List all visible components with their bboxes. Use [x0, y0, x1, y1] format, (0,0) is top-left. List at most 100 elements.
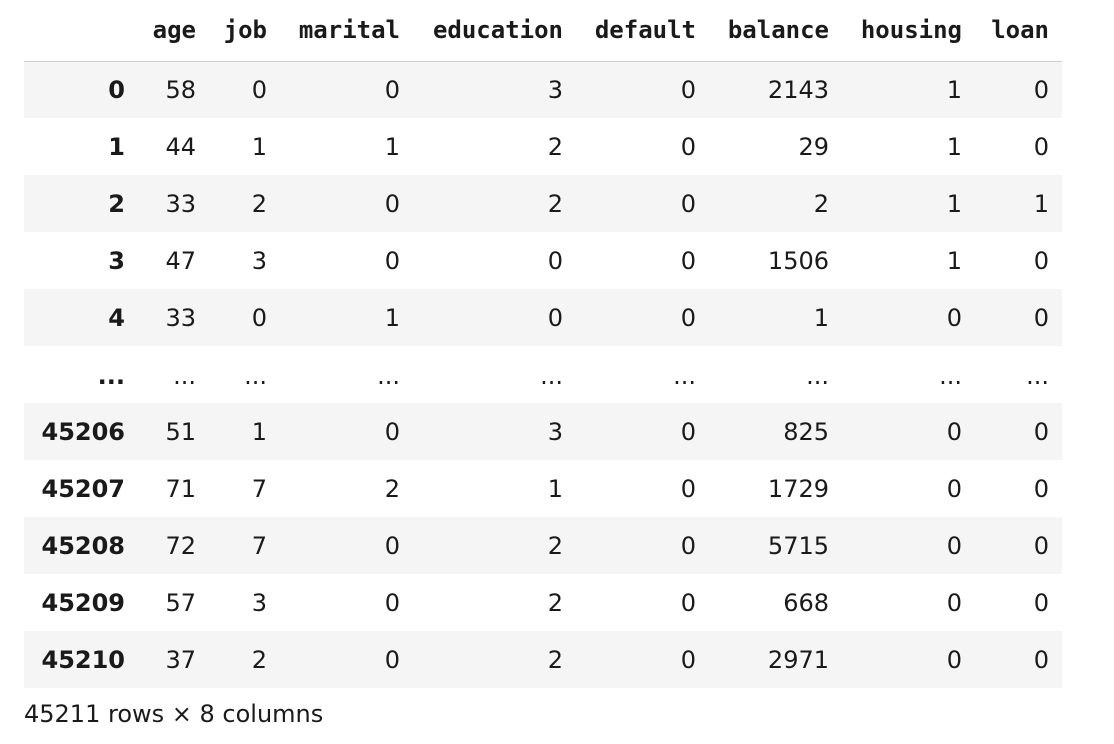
table-cell: 0 — [384, 645, 400, 674]
table-cell: 0 — [946, 588, 962, 617]
table-cell: 0 — [384, 417, 400, 446]
table-cell: 0 — [1033, 531, 1049, 560]
table-cell: 0 — [384, 531, 400, 560]
table-cell: 51 — [165, 417, 196, 446]
table-cell: 0 — [680, 588, 696, 617]
table-cell: 3 — [547, 417, 563, 446]
ellipsis-row: ........................... — [24, 346, 1062, 403]
column-header: loan — [975, 0, 1062, 62]
table-cell: 0 — [680, 645, 696, 674]
shape-summary: 45211 rows × 8 columns — [24, 700, 324, 728]
table-cell: 1729 — [767, 474, 829, 503]
table-cell: 2 — [547, 189, 563, 218]
table-cell: 7 — [251, 531, 267, 560]
table-cell: 0 — [680, 189, 696, 218]
table-cell: 0 — [251, 303, 267, 332]
table-row: 3 47 3 0 0 0 1506 1 0 — [24, 232, 1062, 289]
table-cell: ... — [806, 362, 829, 390]
table-cell: 0 — [1033, 474, 1049, 503]
table-cell: 44 — [165, 132, 196, 161]
row-index: 45206 — [41, 417, 126, 446]
table-cell: 58 — [165, 75, 196, 104]
table-row: 45209 57 3 0 2 0 668 0 0 — [24, 574, 1062, 631]
table-cell: 0 — [547, 303, 563, 332]
table-cell: 2 — [547, 645, 563, 674]
table-cell: 71 — [165, 474, 196, 503]
table-cell: 0 — [946, 645, 962, 674]
table-cell: 668 — [783, 588, 829, 617]
table-cell: 1 — [251, 132, 267, 161]
table-cell: 0 — [680, 303, 696, 332]
table-cell: 0 — [384, 588, 400, 617]
table-cell: 1 — [384, 303, 400, 332]
table-row: 4 33 0 1 0 0 1 0 0 — [24, 289, 1062, 346]
table-cell: ... — [540, 362, 563, 390]
table-cell: 2 — [251, 189, 267, 218]
row-index: 45209 — [41, 588, 126, 617]
column-header: default — [576, 0, 709, 62]
table-cell: 3 — [251, 246, 267, 275]
table-cell: 3 — [547, 75, 563, 104]
table-cell: ... — [939, 362, 962, 390]
table-cell: 2 — [547, 588, 563, 617]
table-cell: 0 — [946, 474, 962, 503]
table-cell: 1 — [946, 189, 962, 218]
row-index: 4 — [108, 303, 125, 332]
header-row: age job marital education default balanc… — [24, 0, 1062, 62]
table-cell: 1506 — [767, 246, 829, 275]
table-cell: ... — [1026, 362, 1049, 390]
column-header: education — [413, 0, 576, 62]
table-cell: 1 — [547, 474, 563, 503]
table-cell: 0 — [680, 474, 696, 503]
table-cell: 5715 — [767, 531, 829, 560]
row-index: 2 — [108, 189, 125, 218]
table-cell: 825 — [783, 417, 829, 446]
table-cell: 0 — [680, 132, 696, 161]
table-cell: ... — [244, 362, 267, 390]
table-cell: 1 — [813, 303, 829, 332]
row-index: 1 — [108, 132, 125, 161]
table-cell: 0 — [946, 417, 962, 446]
table-cell: 1 — [946, 246, 962, 275]
index-header — [24, 0, 138, 62]
table-cell: 1 — [1033, 189, 1049, 218]
row-index: 45207 — [41, 474, 126, 503]
table-cell: 0 — [680, 246, 696, 275]
table-cell: 0 — [1033, 303, 1049, 332]
table-cell: 0 — [680, 417, 696, 446]
column-header: housing — [842, 0, 975, 62]
table-cell: 0 — [251, 75, 267, 104]
table-cell: 0 — [1033, 645, 1049, 674]
table-row: 1 44 1 1 2 0 29 1 0 — [24, 118, 1062, 175]
table-cell: 29 — [798, 132, 829, 161]
table-cell: 2 — [384, 474, 400, 503]
table-cell: 2 — [547, 132, 563, 161]
table-row: 45208 72 7 0 2 0 5715 0 0 — [24, 517, 1062, 574]
table-cell: 37 — [165, 645, 196, 674]
table-cell: ... — [377, 362, 400, 390]
table-cell: 0 — [547, 246, 563, 275]
table-row: 45207 71 7 2 1 0 1729 0 0 — [24, 460, 1062, 517]
table-cell: 0 — [384, 246, 400, 275]
table-cell: 1 — [946, 75, 962, 104]
table-cell: 0 — [1033, 588, 1049, 617]
table-cell: 0 — [946, 303, 962, 332]
table-row: 45210 37 2 0 2 0 2971 0 0 — [24, 631, 1062, 688]
table-row: 2 33 2 0 2 0 2 1 1 — [24, 175, 1062, 232]
table-cell: 0 — [680, 75, 696, 104]
table-cell: 0 — [1033, 75, 1049, 104]
table-cell: 7 — [251, 474, 267, 503]
table-cell: 47 — [165, 246, 196, 275]
table-cell: 2 — [813, 189, 829, 218]
table-row: 0 58 0 0 3 0 2143 1 0 — [24, 61, 1062, 118]
table-cell: 0 — [384, 189, 400, 218]
row-index: 45208 — [41, 531, 126, 560]
dataframe-table: age job marital education default balanc… — [24, 0, 1062, 688]
table-body: 0 58 0 0 3 0 2143 1 0 1 44 1 1 2 0 29 1 0 2 33 2 0 2 0 2 1 1 3 47 3 0 0… — [24, 61, 1062, 688]
table-cell: 0 — [1033, 246, 1049, 275]
table-cell: 33 — [165, 303, 196, 332]
dataframe-output: age job marital education default balanc… — [24, 0, 1062, 688]
table-cell: 0 — [946, 531, 962, 560]
row-index: ... — [97, 362, 125, 390]
table-row: 45206 51 1 0 3 0 825 0 0 — [24, 403, 1062, 460]
